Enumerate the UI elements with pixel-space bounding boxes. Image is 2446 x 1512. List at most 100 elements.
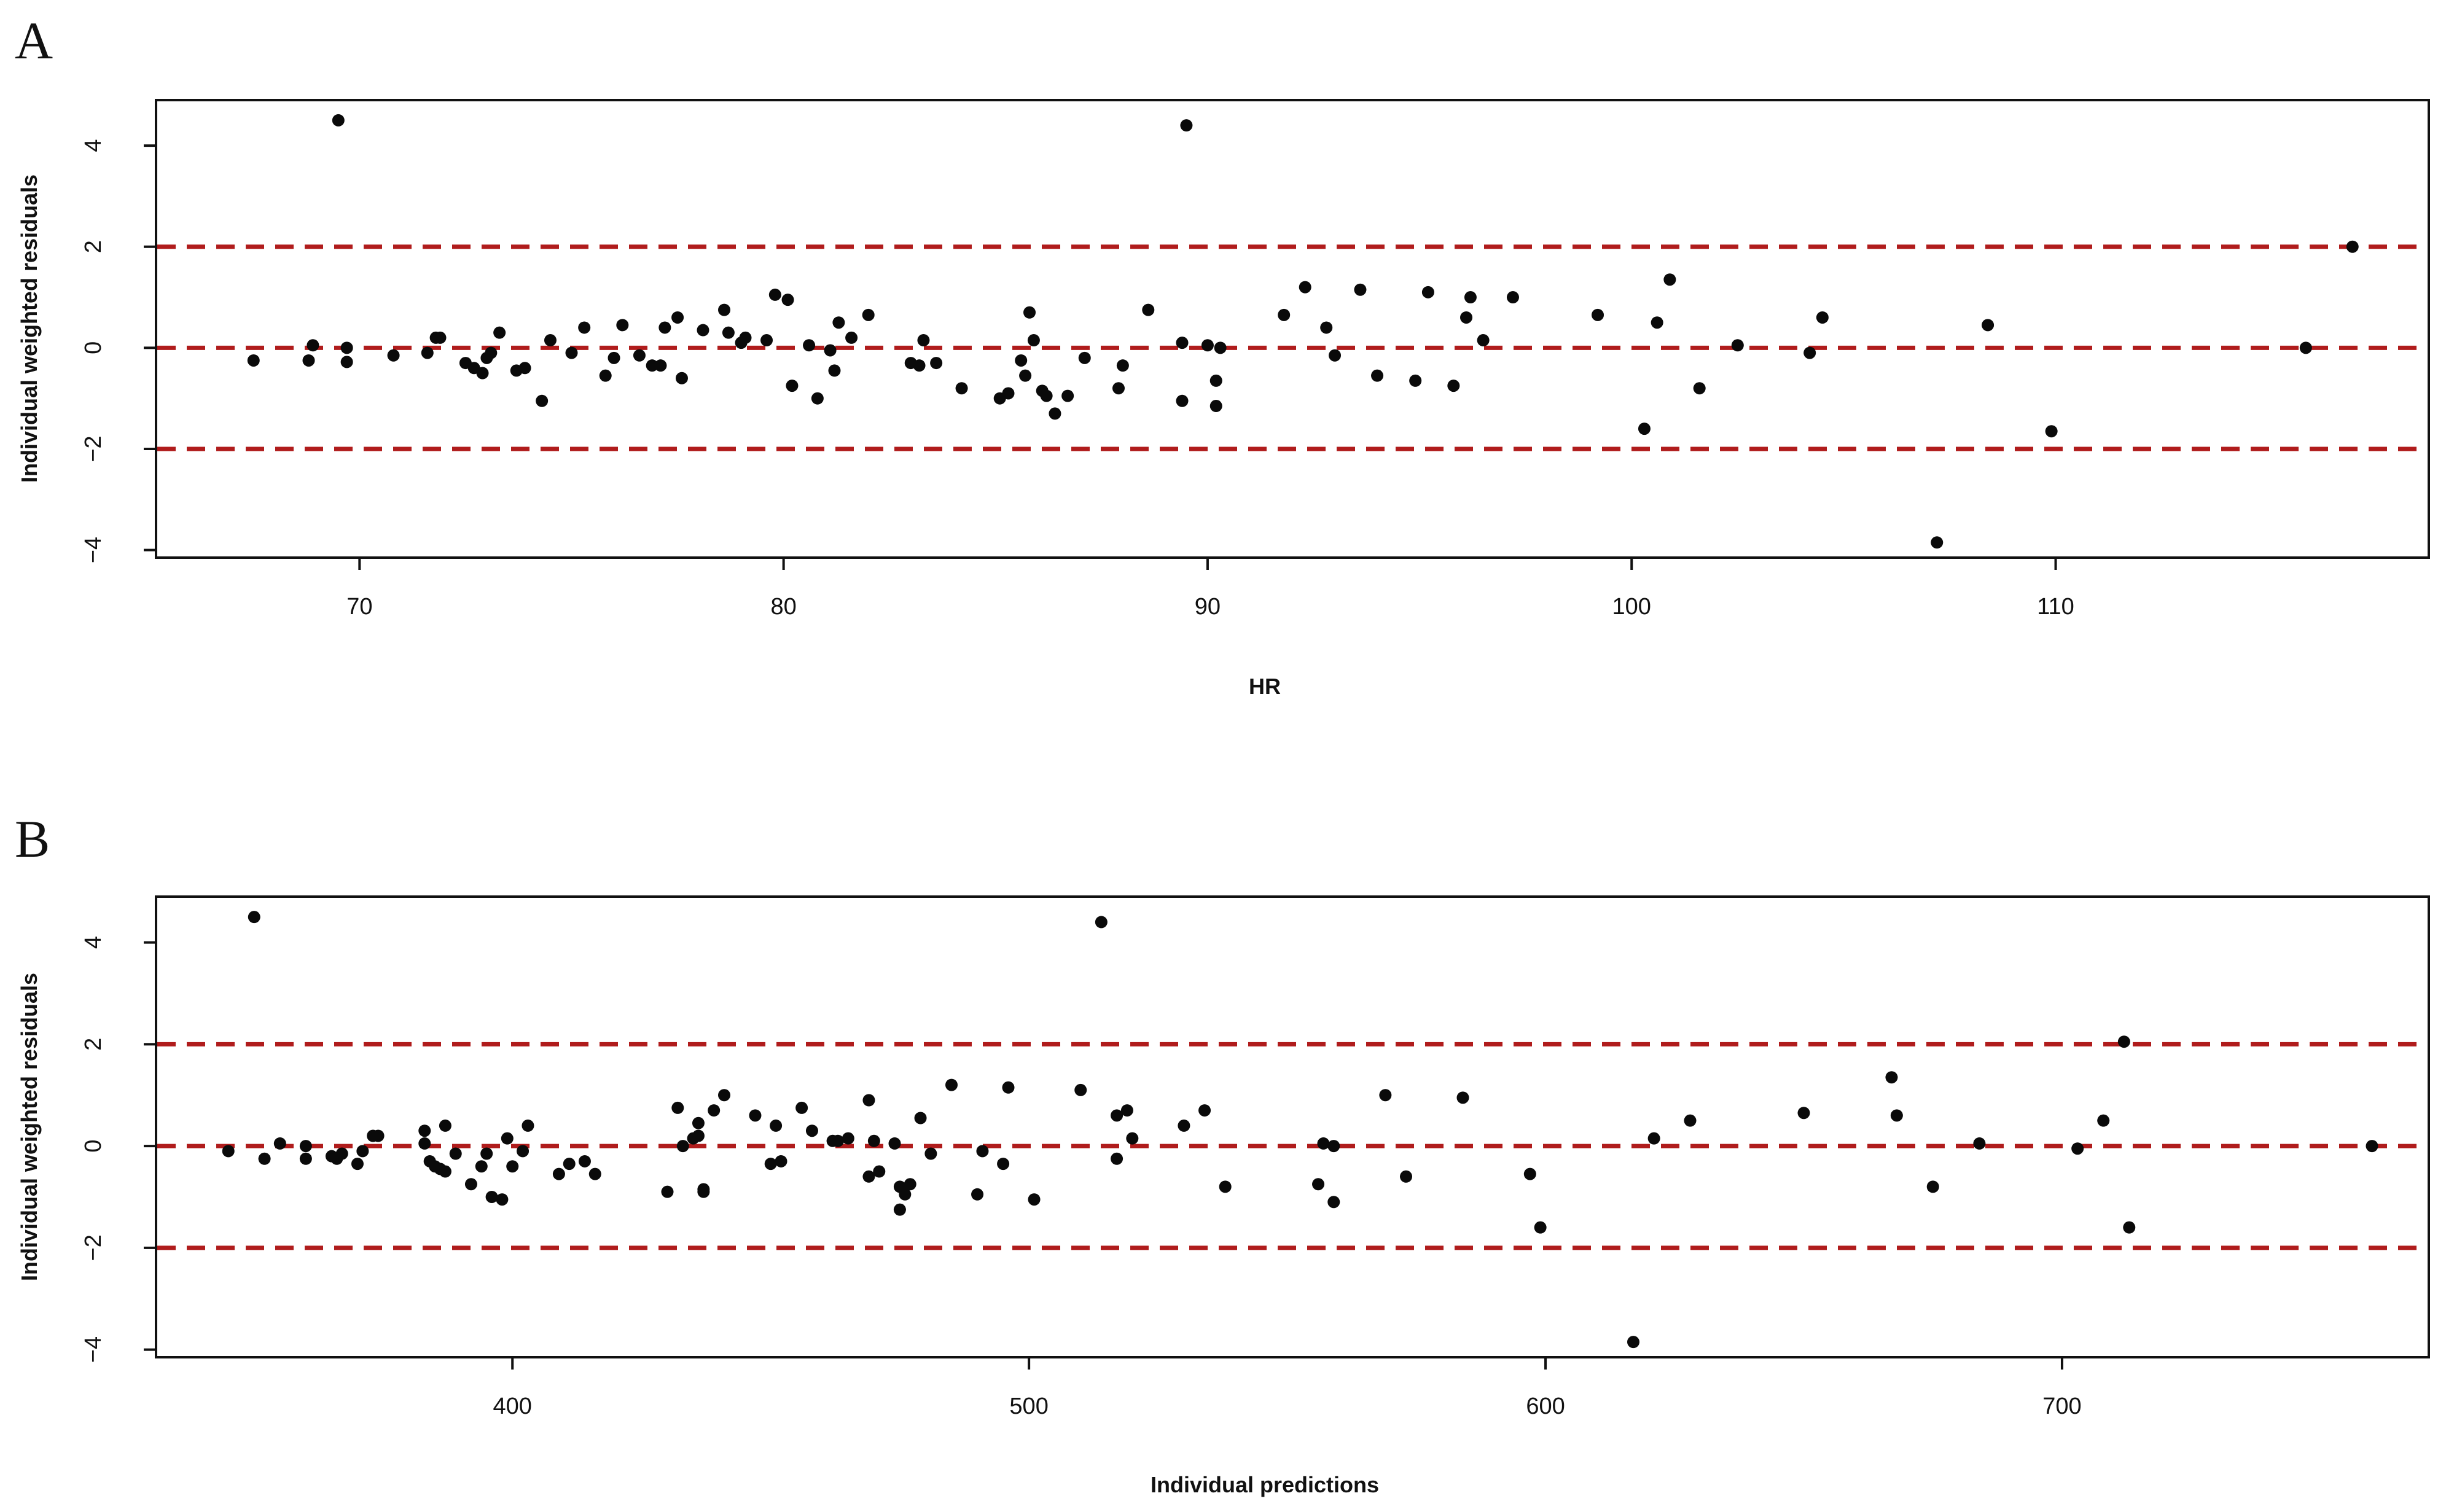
panel-a-data-point [1209, 400, 1222, 413]
panel-b-data-point [1379, 1089, 1392, 1102]
panel-a-data-point [862, 308, 875, 321]
panel-b-data-point [1178, 1119, 1190, 1132]
panel-b-data-point [770, 1119, 783, 1132]
panel-a-data-point [786, 380, 799, 392]
panel-a-data-point [2045, 425, 2058, 438]
panel-b-data-point [805, 1124, 818, 1137]
panel-a-data-point [1180, 119, 1193, 132]
panel-b-data-point [1198, 1104, 1211, 1117]
panel-a-data-point [578, 321, 591, 334]
panel-a-data-point [476, 367, 489, 380]
panel-b-data-point [552, 1167, 565, 1180]
panel-b-data-point [676, 1140, 689, 1153]
panel-b-data-point [496, 1193, 509, 1206]
panel-b-data-point [480, 1147, 493, 1160]
panel-a-x-tick-label: 110 [2037, 594, 2074, 620]
panel-b-y-axis: −4 −2 0 2 4 [80, 936, 156, 1363]
panel-a-x-axis-title: HR [1249, 674, 1281, 699]
panel-b-data-point [2071, 1142, 2084, 1155]
panel-a-y-tick-label: 2 [80, 240, 106, 253]
panel-a-data-point [1209, 374, 1222, 387]
panel-b-points [222, 911, 2378, 1349]
panel-b-data-point [1627, 1336, 1639, 1349]
panel-b-data-point [945, 1078, 958, 1091]
panel-b-reference-lines [157, 1042, 2428, 1250]
panel-b-data-point [1126, 1132, 1139, 1145]
panel-b-data-point [299, 1152, 312, 1165]
panel-b-data-point [671, 1101, 684, 1114]
panel-a-data-point [722, 326, 735, 339]
panel-b-data-point [351, 1158, 364, 1171]
panel-b-data-point [775, 1155, 787, 1167]
panel-a-data-point [1464, 291, 1477, 304]
panel-b-data-point [764, 1158, 777, 1171]
panel-a-data-point [485, 346, 498, 359]
panel-a-data-point [1329, 349, 1342, 362]
panel-a-data-point [1040, 389, 1053, 402]
panel-a-data-point [739, 331, 752, 344]
panel-a: A 70 80 90 100 110 −4 −2 0 2 4 HR Individual wei… [15, 11, 2430, 699]
panel-a-x-tick-label: 80 [771, 594, 797, 620]
panel-a-data-point [1693, 382, 1706, 395]
panel-a-data-point [2346, 240, 2359, 253]
panel-a-data-point [1638, 423, 1651, 435]
panel-a-data-point [565, 346, 578, 359]
panel-b-data-point [449, 1147, 462, 1160]
panel-b-data-point [1456, 1091, 1469, 1104]
panel-a-y-axis-title: Individual weighted residuals [17, 174, 42, 483]
panel-b-data-point [222, 1145, 235, 1158]
panel-a-data-point [518, 362, 531, 375]
panel-a-data-point [1061, 389, 1074, 402]
panel-a-data-point [1460, 311, 1473, 324]
panel-b-data-point [1973, 1137, 1986, 1150]
panel-b-x-tick-label: 700 [2042, 1393, 2081, 1419]
panel-a-plot-frame [155, 99, 2430, 559]
panel-a-data-point [913, 359, 926, 372]
panel-a-data-point [1421, 286, 1434, 298]
panel-a-data-point [1816, 311, 1829, 324]
panel-b-x-axis: 400 500 600 700 [493, 1357, 2082, 1419]
panel-a-data-point [340, 341, 353, 354]
panel-a-data-point [718, 303, 730, 316]
panel-b-x-tick-label: 600 [1526, 1393, 1565, 1419]
panel-a-y-axis: −4 −2 0 2 4 [80, 139, 156, 563]
panel-a-data-point [1803, 346, 1816, 359]
panel-b-x-tick-label: 400 [493, 1393, 532, 1419]
panel-b-data-point [372, 1129, 385, 1142]
panel-a-data-point [536, 394, 549, 407]
panel-b-data-point [2366, 1140, 2378, 1153]
panel-a-data-point [1371, 369, 1384, 382]
panel-a-data-point [1142, 303, 1155, 316]
panel-a-data-point [1477, 334, 1490, 347]
panel-a-x-tick-label: 100 [1612, 594, 1651, 620]
panel-b-data-point [1111, 1152, 1123, 1165]
panel-b-x-axis-title: Individual predictions [1151, 1472, 1379, 1497]
panel-b-y-axis-title: Individual weighted residuals [17, 973, 42, 1281]
panel-a-data-point [824, 344, 837, 357]
panel-a-data-point [1176, 337, 1189, 349]
panel-a-data-point [1651, 316, 1663, 329]
panel-b-data-point [1074, 1083, 1087, 1096]
panel-a-x-axis: 70 80 90 100 110 [346, 558, 2074, 620]
panel-a-x-tick-label: 70 [346, 594, 372, 620]
panel-a-y-tick-label: −4 [80, 537, 106, 563]
panel-a-data-point [493, 326, 506, 339]
panel-a-data-point [832, 316, 845, 329]
panel-a-y-tick-label: −2 [80, 435, 106, 462]
panel-a-data-point [1023, 306, 1036, 319]
panel-a-data-point [544, 334, 557, 347]
panel-b-data-point [1327, 1140, 1340, 1153]
panel-a-data-point [1112, 382, 1125, 395]
panel-a-data-point [1982, 319, 1995, 332]
panel-b-data-point [873, 1165, 886, 1178]
panel-b-data-point [1890, 1109, 1903, 1122]
panel-a-data-point [1931, 536, 1944, 549]
panel-a-data-point [917, 334, 930, 347]
panel-b-data-point [862, 1094, 875, 1107]
panel-a-data-point [434, 331, 447, 344]
panel-b-data-point [1317, 1137, 1330, 1150]
panel-a-data-point [955, 382, 968, 395]
panel-a-data-point [930, 357, 943, 370]
panel-b-data-point [1120, 1104, 1133, 1117]
